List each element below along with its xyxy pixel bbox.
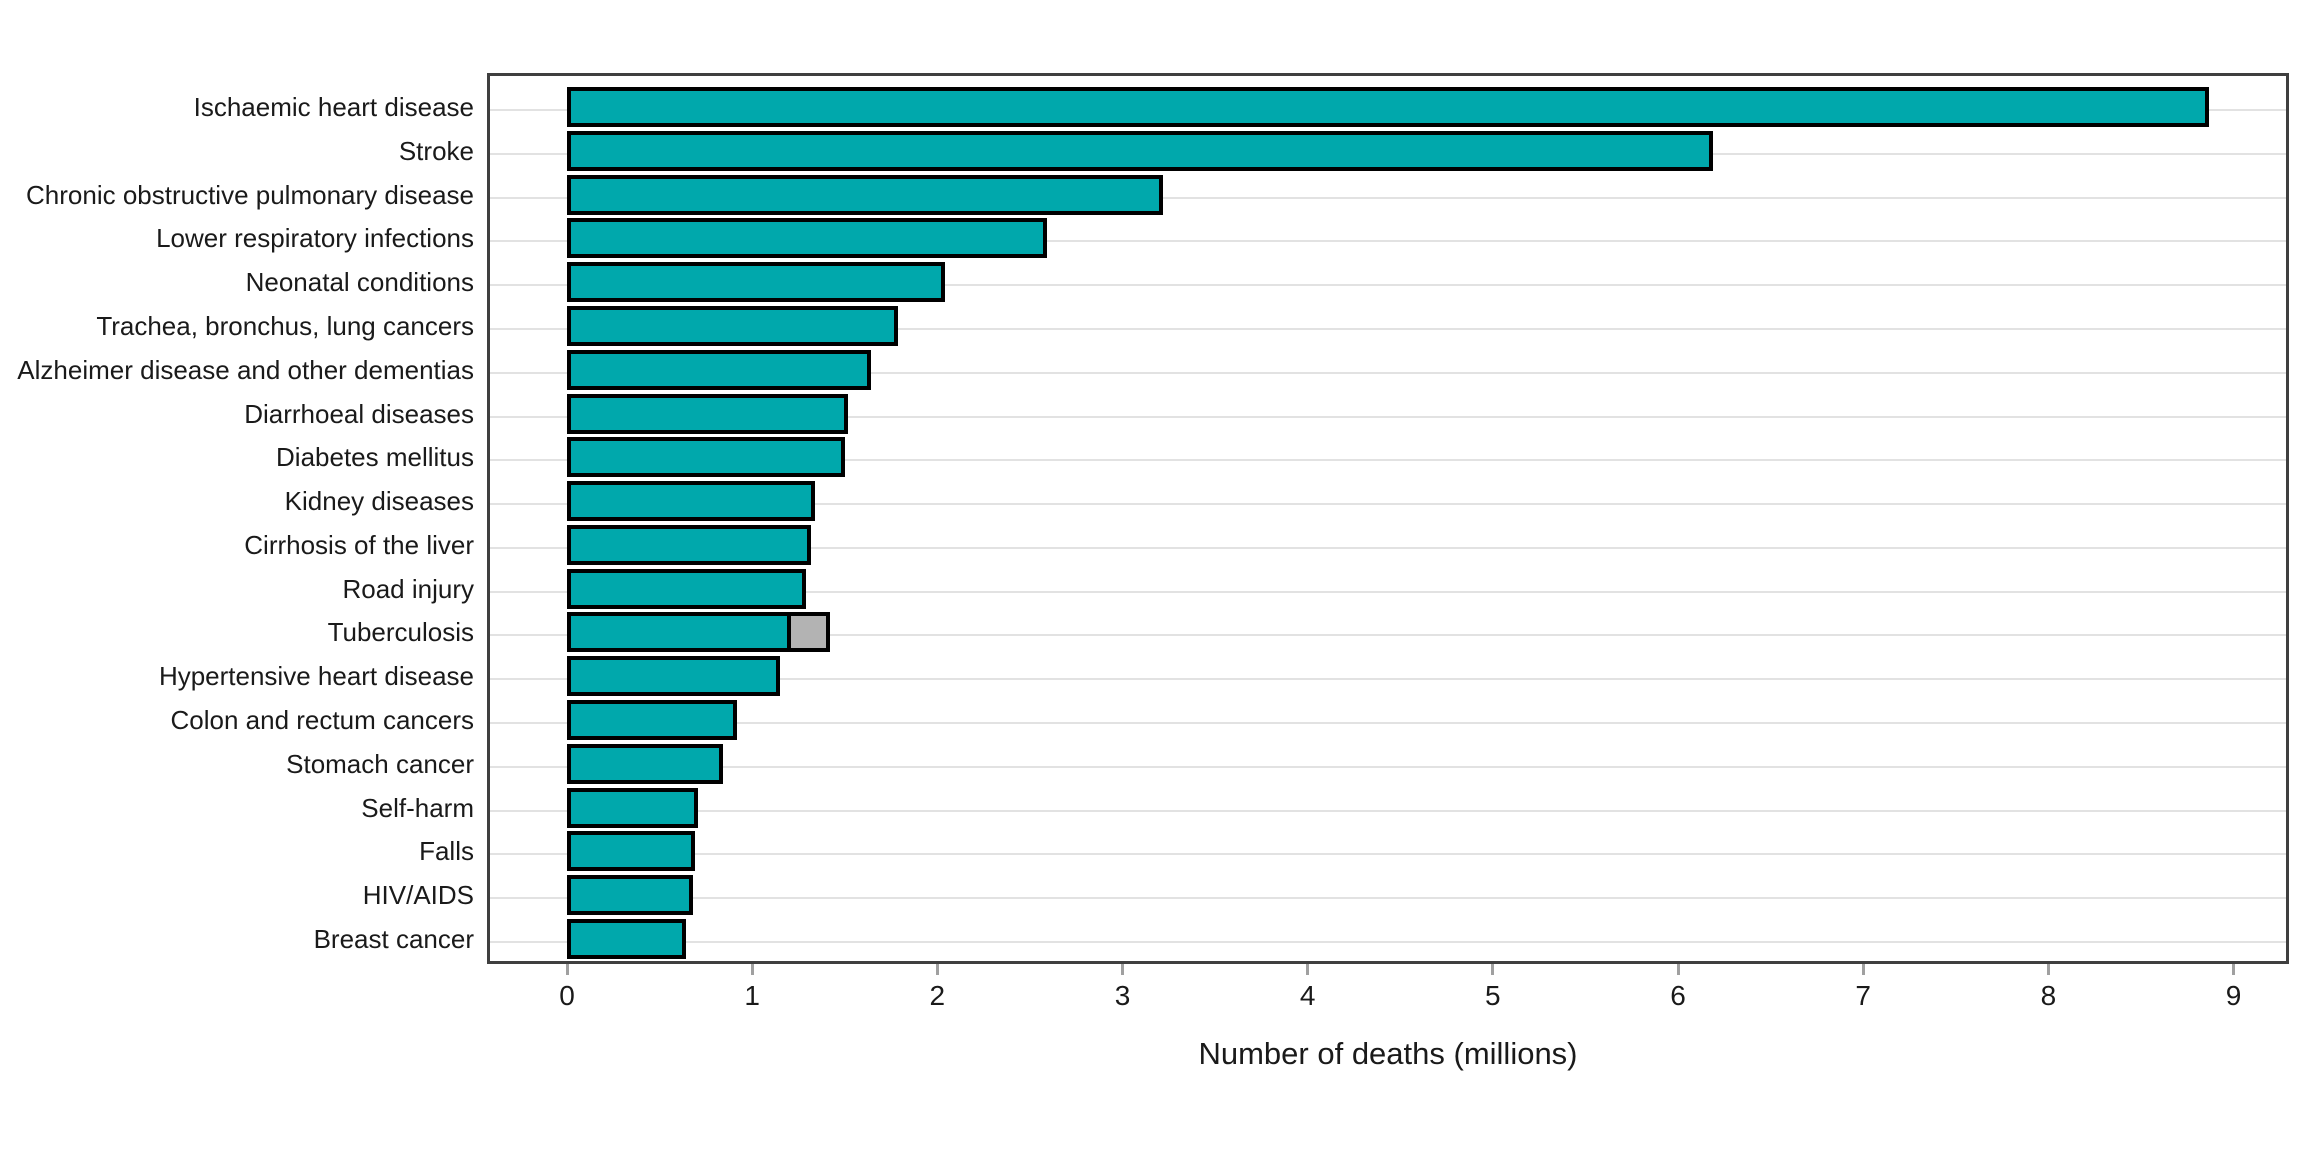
category-gridline (490, 678, 2286, 681)
bar (567, 481, 815, 522)
bar (567, 524, 811, 565)
category-gridline (490, 459, 2286, 462)
category-gridline (490, 284, 2286, 287)
bar (567, 831, 695, 872)
category-label: Colon and rectum cancers (170, 705, 474, 736)
bar (567, 787, 698, 828)
category-gridline (490, 196, 2286, 199)
bar (567, 919, 686, 959)
category-gridline (490, 546, 2286, 549)
bar (567, 437, 845, 478)
category-label: Chronic obstructive pulmonary disease (26, 179, 474, 210)
category-gridline (490, 590, 2286, 593)
category-label: Stomach cancer (286, 748, 474, 779)
x-tick-mark (565, 964, 569, 975)
bar (567, 700, 737, 741)
x-tick-label: 7 (1855, 980, 1871, 1011)
category-gridline (490, 240, 2286, 243)
category-label: Lower respiratory infections (156, 223, 474, 254)
x-tick-label: 3 (1114, 980, 1131, 1011)
x-tick-label: 6 (1670, 980, 1686, 1011)
category-label: Road injury (342, 573, 474, 604)
bar (567, 87, 2209, 127)
bar (567, 656, 780, 697)
category-gridline (490, 809, 2286, 812)
x-tick-mark (1676, 964, 1680, 975)
x-tick-label: 2 (929, 980, 946, 1011)
bar (567, 743, 723, 784)
bar (567, 174, 1163, 215)
x-tick-mark (935, 964, 939, 975)
bar (567, 305, 898, 346)
x-tick-mark (1306, 964, 1310, 975)
category-label: Alzheimer disease and other dementias (17, 354, 474, 385)
category-label: Hypertensive heart disease (158, 661, 474, 692)
x-tick-label: 5 (1485, 980, 1501, 1011)
bar (567, 130, 1713, 171)
category-gridline (490, 853, 2286, 856)
x-tick-mark (1121, 964, 1124, 975)
x-tick-mark (2232, 964, 2236, 975)
category-label: Cirrhosis of the liver (244, 529, 474, 560)
bar (567, 349, 871, 390)
category-gridline (490, 941, 2286, 943)
category-label: Trachea, bronchus, lung cancers (96, 310, 474, 341)
category-label: Diabetes mellitus (276, 442, 474, 473)
x-tick-mark (1491, 964, 1495, 975)
bar (567, 612, 791, 653)
bar (567, 218, 1047, 259)
category-label: Kidney diseases (284, 486, 474, 517)
x-tick-mark (1861, 964, 1865, 975)
category-gridline (490, 327, 2286, 330)
category-label: Tuberculosis (327, 617, 474, 648)
bar (567, 875, 693, 916)
category-label: HIV/AIDS (362, 880, 474, 911)
category-label: Breast cancer (313, 924, 474, 954)
x-axis-title: Number of deaths (millions) (1198, 1036, 1578, 1071)
category-gridline (490, 897, 2286, 900)
x-tick-label: 8 (2040, 980, 2057, 1011)
bar (567, 568, 806, 609)
category-gridline (490, 634, 2286, 637)
category-gridline (490, 722, 2286, 725)
category-label: Ischaemic heart disease (193, 92, 474, 122)
category-label: Neonatal conditions (245, 267, 474, 298)
bar (567, 393, 848, 434)
x-tick-label: 9 (2225, 980, 2242, 1011)
bar-extra-segment (787, 612, 830, 653)
category-label: Stroke (398, 135, 474, 166)
category-gridline (490, 765, 2286, 768)
category-gridline (490, 503, 2286, 506)
x-tick-label: 1 (744, 980, 760, 1011)
x-tick-label: 0 (559, 980, 575, 1011)
category-label: Falls (419, 836, 474, 867)
category-label: Diarrhoeal diseases (244, 398, 474, 429)
x-tick-mark (2046, 964, 2050, 975)
category-gridline (490, 371, 2286, 374)
x-tick-mark (750, 964, 754, 975)
category-label: Self-harm (361, 792, 474, 823)
bar (567, 262, 945, 303)
category-gridline (490, 415, 2286, 418)
plot-panel (487, 73, 2289, 964)
x-tick-label: 4 (1299, 980, 1316, 1011)
